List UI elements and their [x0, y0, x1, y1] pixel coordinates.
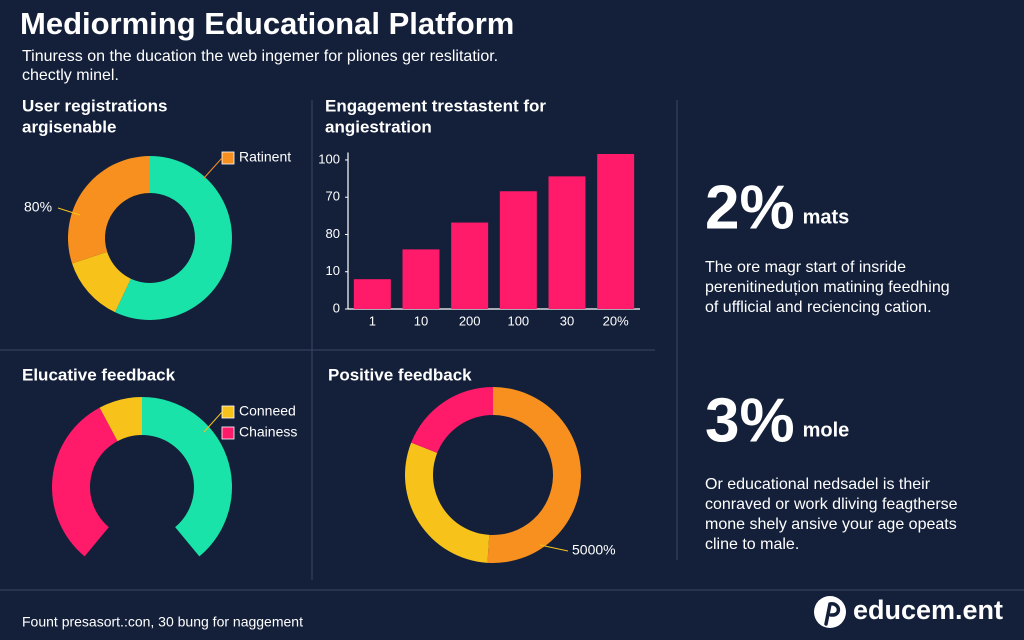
stat-text: perenitineduțion matining feedhing — [705, 279, 950, 296]
annotation: 5000% — [572, 542, 616, 558]
stat-unit: mats — [803, 206, 850, 228]
x-tick-label: 200 — [459, 313, 481, 328]
stat-unit: mole — [803, 419, 850, 441]
stat-value: 2% — [705, 173, 795, 242]
legend-swatch — [221, 426, 235, 440]
donut-slice — [405, 442, 490, 563]
bar — [548, 176, 586, 309]
x-tick-label: 10 — [414, 313, 428, 328]
x-tick-label: 100 — [507, 313, 529, 328]
bar — [451, 222, 489, 309]
y-tick-label: 0 — [333, 300, 340, 315]
page-title: Mediorming Educational Platform — [20, 6, 514, 41]
stat-text: The ore magr start of insride — [705, 259, 906, 276]
gauge-segment — [99, 397, 142, 442]
bar — [597, 153, 635, 309]
logo-icon — [824, 602, 841, 626]
chart-title: angiestration — [325, 117, 432, 136]
legend-label: Conneed — [239, 403, 296, 419]
bar — [353, 279, 391, 309]
legend-swatch — [221, 151, 235, 165]
legend-label: Ratinent — [239, 149, 291, 165]
chart-title: Elucative feedback — [22, 365, 176, 384]
donut-slice — [72, 251, 131, 313]
y-tick-label: 10 — [326, 263, 340, 278]
subtitle: chectly minel. — [22, 67, 119, 84]
leader-line — [203, 411, 223, 433]
leader-line — [539, 544, 569, 552]
subtitle: Tinuress on the ducation the web ingemer… — [22, 48, 498, 65]
donut-slice — [487, 387, 581, 563]
stat-text: of ufflicial and reciencing cation. — [705, 299, 932, 316]
gauge-segment — [142, 397, 232, 557]
bar — [499, 191, 537, 309]
donut-slice — [68, 156, 150, 264]
stat-text: cline to male. — [705, 536, 799, 553]
donut-slice — [115, 156, 232, 320]
bar — [402, 249, 440, 309]
chart-title: Positive feedback — [328, 365, 472, 384]
stat-text: mone shely ansive your age opeats — [705, 516, 957, 533]
legend-label: Chainess — [239, 424, 297, 440]
stat-value: 3% — [705, 386, 795, 455]
chart-title: Engagement trestastent for — [325, 96, 546, 115]
donut-slice — [411, 387, 493, 453]
leader-line — [57, 207, 81, 216]
stat-text: conraved or work dliving feagtherse — [705, 496, 958, 513]
y-tick-label: 70 — [326, 189, 340, 204]
x-tick-label: 20% — [603, 313, 629, 328]
stat-text: Or educational nedsadel is their — [705, 476, 931, 493]
legend-swatch — [221, 405, 235, 419]
chart-title: argisenable — [22, 117, 117, 136]
footer-text: Fount presasort.:con, 30 bung for naggem… — [22, 614, 303, 630]
x-tick-label: 1 — [369, 313, 376, 328]
gauge-segment — [52, 407, 118, 557]
leader-line — [203, 157, 223, 179]
chart-title: User registrations — [22, 96, 168, 115]
annotation: 80% — [24, 199, 52, 215]
x-tick-label: 30 — [560, 313, 574, 328]
logo-text: educem.ent — [853, 595, 1003, 625]
y-tick-label: 100 — [318, 151, 340, 166]
y-tick-label: 80 — [326, 226, 340, 241]
